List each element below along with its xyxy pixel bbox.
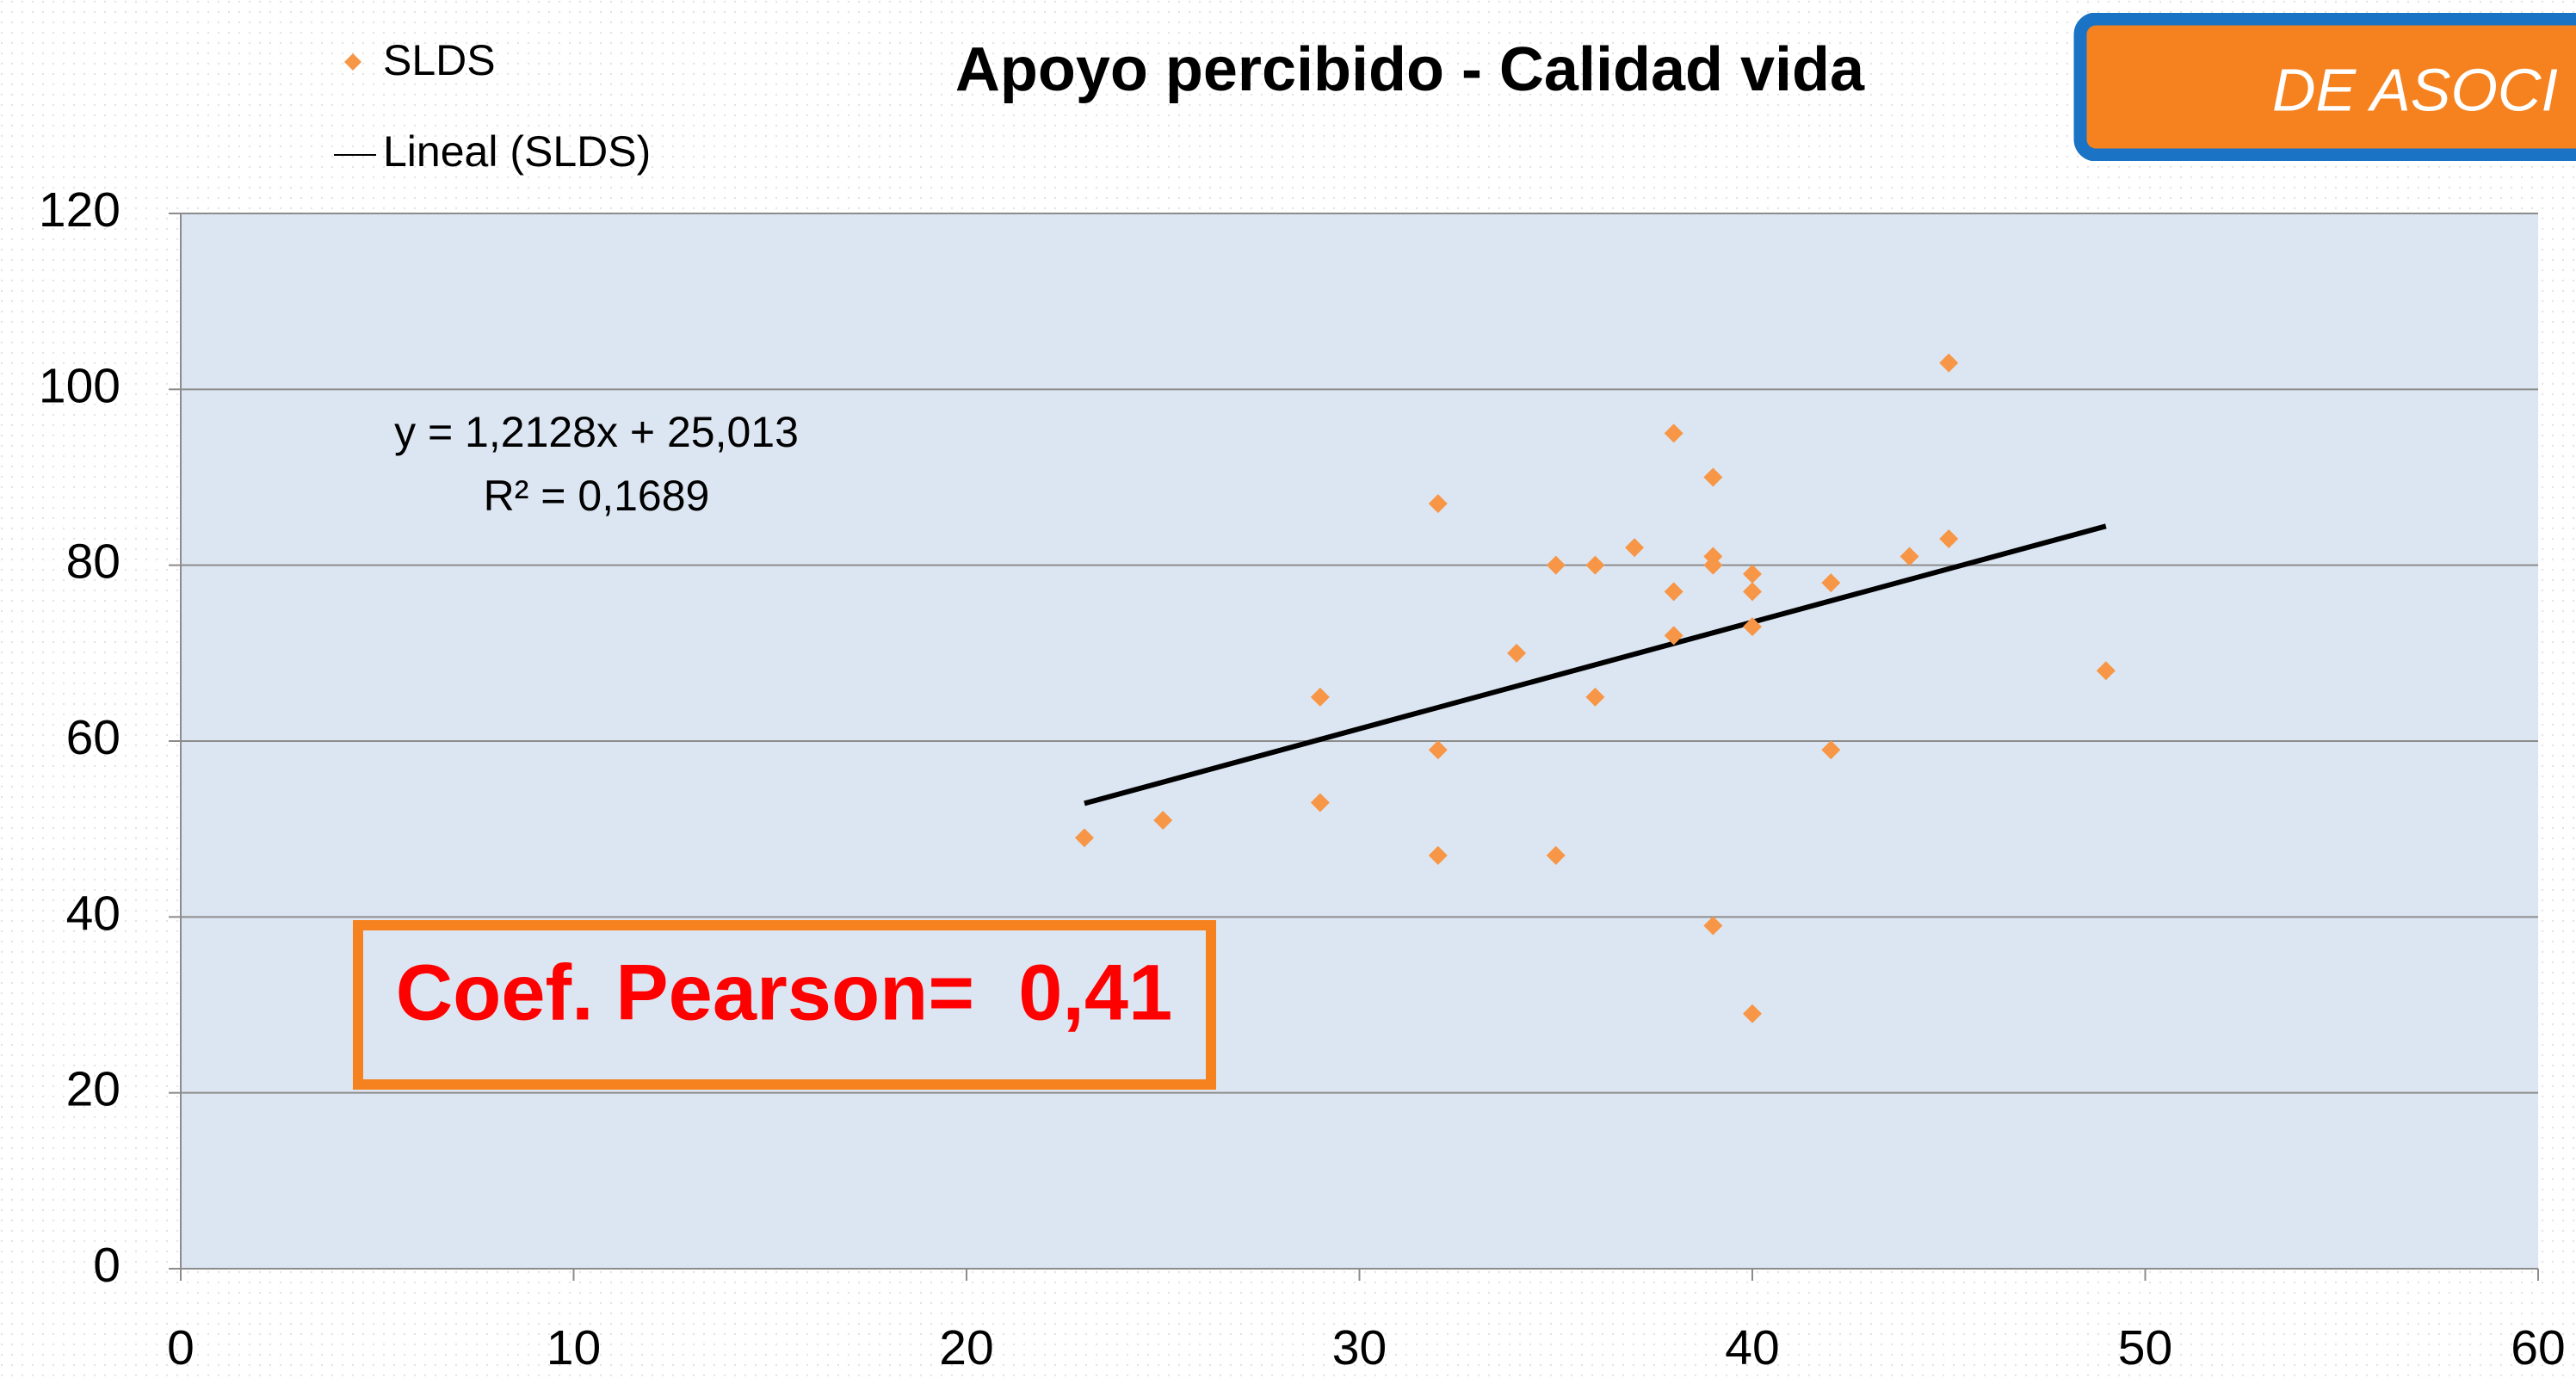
point [1821, 573, 1841, 593]
legend-marker [344, 53, 361, 71]
x-tick-label: 40 [1725, 1320, 1779, 1375]
pearson-box [353, 920, 1216, 1090]
equation: y = 1,2128x + 25,013 [394, 408, 799, 456]
point [1625, 538, 1645, 558]
point [1546, 555, 1566, 575]
point [1821, 740, 1841, 760]
point [1153, 810, 1173, 830]
legend-label: Lineal (SLDS) [383, 127, 651, 176]
point [1546, 845, 1566, 865]
r-squared: R² = 0,1689 [484, 472, 710, 520]
x-tick-label: 0 [167, 1320, 195, 1375]
point [1585, 687, 1605, 707]
point [1743, 1004, 1762, 1023]
point [1310, 793, 1330, 813]
y-tick-label: 20 [66, 1062, 120, 1117]
point [1507, 643, 1527, 663]
point [1703, 467, 1723, 487]
point [1900, 547, 1919, 566]
point [1743, 582, 1762, 602]
point [1074, 828, 1094, 848]
badge: DE ASOCI [2073, 13, 2576, 161]
badge-text: DE ASOCI [2272, 56, 2558, 123]
trend-line [1084, 523, 2107, 806]
point [1585, 555, 1605, 575]
point [1428, 740, 1448, 760]
x-tick-label: 50 [2118, 1320, 2172, 1375]
point [1428, 494, 1448, 514]
point [1428, 845, 1448, 865]
chart-title: Apoyo percibido - Calidad vida [955, 35, 1865, 104]
x-tick-label: 60 [2511, 1320, 2565, 1375]
x-tick-label: 20 [939, 1320, 993, 1375]
badge-box [2073, 13, 2576, 161]
point [1310, 687, 1330, 707]
y-tick-label: 0 [93, 1238, 120, 1293]
point [1703, 916, 1723, 936]
y-tick-label: 80 [66, 535, 120, 590]
y-tick-label: 100 [39, 358, 120, 413]
point [1939, 353, 1959, 373]
x-tick-label: 30 [1332, 1320, 1387, 1375]
point [1664, 626, 1683, 646]
y-tick-label: 120 [39, 182, 120, 238]
point [1664, 423, 1683, 443]
point [1743, 564, 1762, 584]
legend-label: SLDS [383, 36, 496, 84]
y-tick-label: 60 [66, 710, 120, 765]
point [1664, 582, 1683, 602]
point [1703, 555, 1723, 575]
point [1743, 617, 1762, 637]
x-tick-label: 10 [547, 1320, 601, 1375]
pearson-label: Coef. Pearson= 0,41 [396, 949, 1173, 1036]
point [2096, 661, 2116, 681]
y-tick-label: 40 [66, 886, 120, 941]
point [1939, 529, 1959, 549]
